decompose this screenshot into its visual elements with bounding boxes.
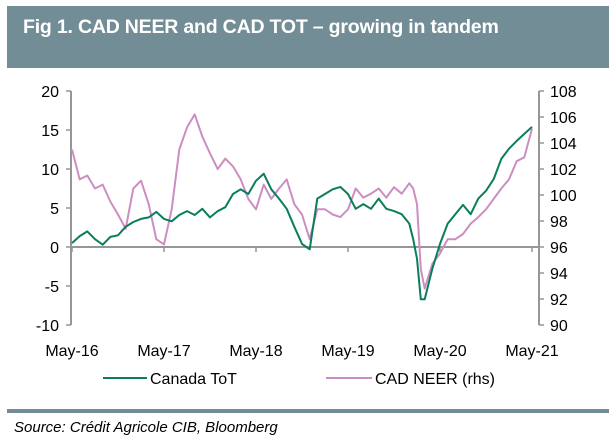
series-layer (71, 113, 533, 301)
x-tick-label: May-19 (321, 343, 374, 360)
axes (66, 90, 544, 326)
left-tick-label: 20 (41, 84, 59, 101)
right-tick-label: 92 (550, 292, 568, 309)
right-tick-label: 90 (550, 318, 568, 335)
legend: Canada ToT CAD NEER (rhs) (103, 371, 495, 388)
left-tick-label: -10 (36, 318, 59, 335)
left-tick-label: 10 (41, 162, 59, 179)
series-line-cad-neer (71, 113, 533, 290)
left-tick-label: -5 (45, 279, 59, 296)
right-tick-label: 94 (550, 266, 568, 283)
title-bar: Fig 1. CAD NEER and CAD TOT – growing in… (7, 6, 609, 68)
right-tick-label: 100 (550, 188, 577, 205)
right-tick-label: 102 (550, 162, 577, 179)
right-tick-label: 106 (550, 110, 577, 127)
legend-label-canada-tot: Canada ToT (150, 371, 237, 388)
right-tick-label: 104 (550, 136, 577, 153)
source-note: Source: Crédit Agricole CIB, Bloomberg (14, 419, 278, 436)
left-tick-label: 5 (50, 201, 59, 218)
x-tick-label: May-21 (505, 343, 558, 360)
legend-label-cad-neer: CAD NEER (rhs) (375, 371, 495, 388)
series-line-canada-tot (71, 126, 533, 301)
chart-title: Fig 1. CAD NEER and CAD TOT – growing in… (23, 16, 499, 38)
x-tick-label: May-16 (45, 343, 98, 360)
left-tick-label: 0 (50, 240, 59, 257)
source-divider (7, 409, 609, 413)
left-tick-label: 15 (41, 123, 59, 140)
x-tick-label: May-17 (137, 343, 190, 360)
right-tick-label: 108 (550, 84, 577, 101)
x-tick-label: May-18 (229, 343, 282, 360)
tick-labels: 20 15 10 5 0 -5 -10 108 106 104 102 100 98 96 94 92 90 Ma… (36, 84, 577, 360)
x-tick-label: May-20 (413, 343, 466, 360)
right-tick-label: 98 (550, 214, 568, 231)
right-tick-label: 96 (550, 240, 568, 257)
